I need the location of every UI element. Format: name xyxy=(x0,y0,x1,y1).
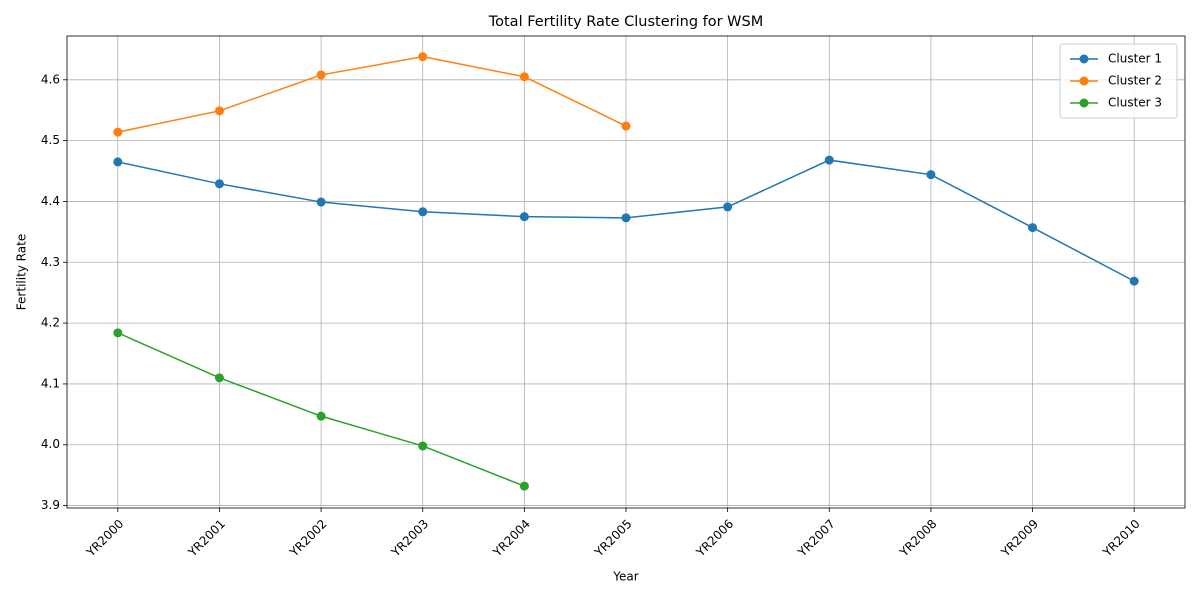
x-tick-label: YR2004 xyxy=(490,517,533,560)
point xyxy=(113,328,123,338)
legend-box xyxy=(1059,43,1178,119)
x-axis-label: Year xyxy=(612,570,638,584)
point xyxy=(214,179,224,189)
point xyxy=(1129,276,1139,286)
x-tick-label: YR2000 xyxy=(83,517,126,560)
point xyxy=(519,72,529,82)
x-tick-label: YR2008 xyxy=(896,517,939,560)
legend-marker xyxy=(1079,98,1089,108)
point xyxy=(723,202,733,212)
legend-marker xyxy=(1079,54,1089,64)
x-tick-label: YR2009 xyxy=(998,517,1041,560)
legend-marker xyxy=(1079,76,1089,86)
y-tick-label: 4.1 xyxy=(41,376,60,390)
x-tick-label: YR2003 xyxy=(388,517,431,560)
point xyxy=(418,52,428,62)
legend-label: Cluster 2 xyxy=(1108,74,1162,88)
legend-label: Cluster 3 xyxy=(1108,96,1162,110)
plot-frame xyxy=(66,35,1186,509)
series-line xyxy=(117,55,627,133)
point xyxy=(316,197,326,207)
y-tick-label: 4.2 xyxy=(41,316,60,330)
x-tick-label: YR2001 xyxy=(185,517,228,560)
point xyxy=(214,106,224,116)
point xyxy=(418,207,428,217)
y-tick-label: 4.3 xyxy=(41,255,60,269)
point xyxy=(621,213,631,223)
legend-label: Cluster 1 xyxy=(1108,52,1162,66)
x-tick-label: YR2005 xyxy=(591,517,634,560)
y-tick-label: 4.4 xyxy=(41,194,60,208)
point xyxy=(926,170,936,180)
x-tick-label: YR2007 xyxy=(795,517,838,560)
y-tick-label: 4.6 xyxy=(41,72,60,86)
point xyxy=(418,441,428,451)
y-tick-label: 4.0 xyxy=(41,437,60,451)
x-tick-label: YR2006 xyxy=(693,517,736,560)
point xyxy=(824,155,834,165)
point xyxy=(214,373,224,383)
point xyxy=(519,212,529,222)
chart-title: Total Fertility Rate Clustering for WSM xyxy=(488,14,764,30)
x-tick-label: YR2002 xyxy=(286,517,329,560)
y-tick-label: 3.9 xyxy=(41,498,60,512)
point xyxy=(316,411,326,421)
y-tick-label: 4.5 xyxy=(41,133,60,147)
point xyxy=(621,121,631,131)
point xyxy=(316,70,326,80)
point xyxy=(1028,223,1038,233)
y-axis-label: Fertility Rate xyxy=(15,234,29,310)
point xyxy=(519,481,529,491)
x-tick-label: YR2010 xyxy=(1099,517,1142,560)
point xyxy=(113,127,123,137)
point xyxy=(113,157,123,167)
